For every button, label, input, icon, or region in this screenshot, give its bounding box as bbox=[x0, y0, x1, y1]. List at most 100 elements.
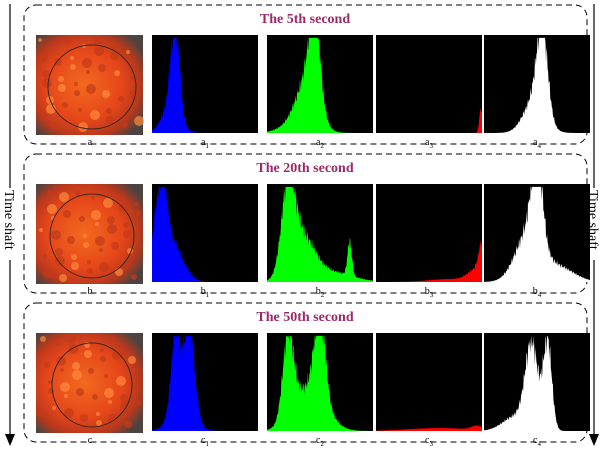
photo-texture bbox=[108, 400, 112, 404]
photo-texture bbox=[120, 394, 128, 402]
label-sub: 3 bbox=[429, 142, 433, 150]
photo-texture bbox=[56, 356, 66, 366]
histogram-label: a3 bbox=[425, 137, 433, 150]
histogram-label: a2 bbox=[316, 137, 324, 150]
photo-texture bbox=[78, 122, 88, 132]
photo-texture bbox=[59, 274, 67, 282]
photo-texture bbox=[100, 356, 106, 362]
photo-texture bbox=[106, 108, 112, 114]
photo-texture bbox=[59, 192, 69, 202]
photo-texture bbox=[116, 376, 126, 386]
photo-texture bbox=[47, 204, 57, 214]
label-letter: b bbox=[533, 286, 538, 297]
photo-texture bbox=[68, 336, 76, 344]
row-title: The 20th second bbox=[256, 161, 353, 176]
photo-texture bbox=[60, 382, 70, 392]
photo-texture bbox=[74, 82, 78, 86]
photo-texture bbox=[126, 50, 130, 54]
photo-texture bbox=[132, 374, 138, 380]
photo-texture bbox=[107, 224, 117, 234]
photo-texture bbox=[119, 196, 125, 202]
image-label: c bbox=[88, 435, 93, 446]
label-sub: 2 bbox=[320, 142, 324, 150]
photo-texture bbox=[86, 70, 90, 74]
label-sub: 3 bbox=[429, 440, 433, 448]
photo-texture bbox=[123, 222, 129, 228]
photo-texture bbox=[130, 76, 134, 80]
label-sub: 4 bbox=[537, 142, 541, 150]
histogram-shape bbox=[152, 335, 258, 431]
photo-texture bbox=[123, 230, 131, 238]
photo-texture bbox=[43, 254, 47, 258]
photo-texture bbox=[70, 64, 76, 70]
photo-texture bbox=[74, 90, 80, 96]
histogram-bg bbox=[376, 35, 482, 133]
photo-texture bbox=[50, 122, 58, 130]
photo-circle bbox=[47, 44, 137, 130]
photo-texture bbox=[63, 210, 71, 218]
histogram-shape bbox=[152, 186, 258, 282]
photo-texture bbox=[38, 52, 48, 62]
label-letter: a bbox=[316, 137, 321, 148]
label-sub: 4 bbox=[538, 291, 542, 299]
photo-texture bbox=[56, 342, 60, 346]
photo-texture bbox=[92, 394, 98, 400]
photo-texture bbox=[66, 38, 72, 44]
photo-texture bbox=[75, 190, 81, 196]
photo-texture bbox=[64, 408, 74, 418]
histogram-label: b4 bbox=[533, 286, 542, 299]
photo-texture bbox=[78, 108, 82, 112]
photo-texture bbox=[100, 348, 104, 352]
photo-texture bbox=[107, 216, 115, 224]
photo-texture bbox=[99, 248, 103, 252]
image-label: a bbox=[88, 137, 93, 148]
axis-label: Time shaft bbox=[1, 190, 16, 250]
photo-texture bbox=[70, 56, 74, 60]
photo-texture bbox=[96, 420, 102, 426]
photo-texture bbox=[72, 362, 80, 370]
photo-texture bbox=[58, 76, 64, 82]
histogram-shape bbox=[484, 186, 590, 282]
photo-texture bbox=[71, 262, 79, 270]
label-sub: 3 bbox=[430, 291, 434, 299]
photo-texture bbox=[39, 228, 43, 232]
photo-texture bbox=[98, 64, 106, 72]
histogram-label: c2 bbox=[316, 435, 324, 448]
histogram-bg bbox=[376, 333, 482, 431]
photo-texture bbox=[88, 368, 94, 374]
photo-texture bbox=[62, 102, 68, 108]
histogram-shape bbox=[484, 335, 590, 431]
photo-texture bbox=[122, 122, 128, 128]
photo-texture bbox=[110, 44, 116, 50]
photo-texture bbox=[106, 116, 114, 124]
label-letter: c bbox=[425, 435, 430, 446]
histogram-label: c1 bbox=[201, 435, 209, 448]
photo-texture bbox=[134, 102, 138, 106]
photo-texture bbox=[84, 350, 92, 358]
label-sub: 1 bbox=[205, 142, 209, 150]
label-sub: 2 bbox=[320, 440, 324, 448]
photo-texture bbox=[135, 202, 139, 206]
photo-texture bbox=[110, 52, 118, 60]
arrow-head bbox=[589, 434, 599, 446]
label-sub: 2 bbox=[321, 291, 325, 299]
photo-texture bbox=[80, 414, 88, 422]
photo-texture bbox=[104, 374, 108, 378]
label-letter: b bbox=[425, 286, 430, 297]
histogram-label: b1 bbox=[201, 286, 210, 299]
photo-texture bbox=[36, 408, 44, 416]
photo-texture bbox=[83, 242, 89, 248]
photo-circle bbox=[51, 342, 133, 428]
histogram-shape bbox=[376, 424, 482, 431]
photo-texture bbox=[55, 256, 65, 266]
photo-texture bbox=[40, 336, 46, 342]
label-letter: c bbox=[201, 435, 206, 446]
photo-texture bbox=[71, 254, 77, 260]
photo-texture bbox=[131, 274, 137, 280]
photo-texture bbox=[114, 70, 120, 76]
label-letter: a bbox=[425, 137, 430, 148]
histogram-shape bbox=[152, 37, 258, 133]
photo-texture bbox=[94, 38, 102, 46]
photo-texture bbox=[91, 196, 95, 200]
photo-texture bbox=[135, 210, 141, 216]
